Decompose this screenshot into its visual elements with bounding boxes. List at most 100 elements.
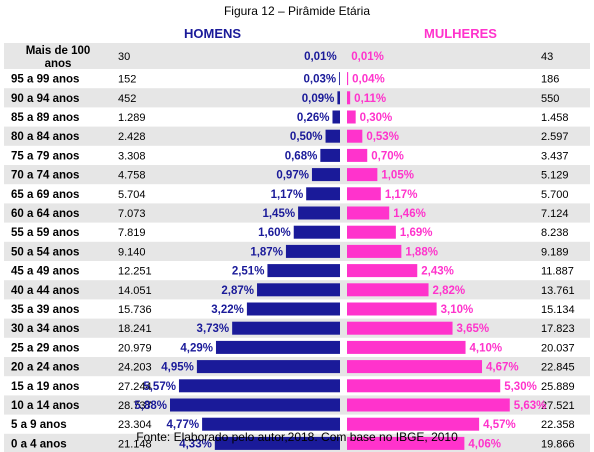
women-bar bbox=[347, 398, 510, 412]
women-bar bbox=[347, 129, 363, 143]
row-stripe bbox=[4, 88, 590, 108]
men-count: 12.251 bbox=[118, 266, 152, 278]
women-bar bbox=[347, 360, 483, 374]
age-group-label: 35 a 39 anos bbox=[11, 304, 79, 316]
women-percent-label: 1,05% bbox=[381, 170, 414, 182]
age-group-label: 40 a 44 anos bbox=[11, 285, 79, 297]
age-group-label: 0 a 4 anos bbox=[11, 438, 67, 450]
men-count: 14.051 bbox=[118, 285, 152, 297]
men-column-header: HOMENS bbox=[184, 26, 242, 41]
row-stripe bbox=[4, 165, 590, 185]
women-bar bbox=[347, 379, 501, 393]
men-count: 152 bbox=[118, 74, 136, 86]
men-count: 7.073 bbox=[118, 208, 146, 220]
source-note: Fonte: Elaborado pelo autor,2018. Com ba… bbox=[136, 430, 458, 444]
men-percent-label: 3,73% bbox=[197, 323, 230, 335]
men-percent-label: 1,17% bbox=[271, 189, 304, 201]
women-percent-label: 4,06% bbox=[468, 438, 501, 450]
men-count: 15.736 bbox=[118, 304, 152, 316]
women-bar bbox=[347, 110, 356, 124]
women-bar bbox=[347, 283, 429, 297]
women-bar bbox=[347, 264, 418, 278]
women-count: 43 bbox=[541, 51, 553, 63]
women-percent-label: 0,04% bbox=[352, 74, 385, 86]
men-count: 18.241 bbox=[118, 323, 152, 335]
women-count: 5.700 bbox=[541, 189, 569, 201]
women-bar bbox=[347, 148, 368, 162]
women-count: 20.037 bbox=[541, 342, 575, 354]
men-count: 7.819 bbox=[118, 227, 146, 239]
men-percent-label: 0,68% bbox=[285, 150, 318, 162]
women-percent-label: 5,63% bbox=[514, 400, 547, 412]
men-bar bbox=[257, 283, 340, 297]
women-count: 8.238 bbox=[541, 227, 569, 239]
age-group-label: 80 a 84 anos bbox=[11, 131, 79, 143]
women-count: 9.189 bbox=[541, 246, 569, 258]
women-percent-label: 5,30% bbox=[504, 381, 537, 393]
men-percent-label: 0,50% bbox=[290, 131, 323, 143]
men-count: 2.428 bbox=[118, 131, 146, 143]
women-count: 186 bbox=[541, 74, 559, 86]
men-percent-label: 1,60% bbox=[258, 227, 291, 239]
men-bar bbox=[214, 436, 340, 450]
men-percent-label: 4,77% bbox=[166, 419, 199, 431]
women-percent-label: 0,11% bbox=[354, 93, 386, 105]
men-bar bbox=[202, 417, 340, 431]
men-bar bbox=[320, 148, 340, 162]
row-stripe bbox=[4, 126, 590, 146]
men-percent-label: 3,22% bbox=[211, 304, 244, 316]
men-count: 28.737 bbox=[118, 400, 152, 412]
men-percent-label: 4,95% bbox=[161, 362, 194, 374]
men-count: 20.979 bbox=[118, 342, 152, 354]
men-percent-label: 0,97% bbox=[276, 170, 309, 182]
women-percent-label: 0,01% bbox=[351, 51, 384, 63]
row-stripe bbox=[4, 203, 590, 223]
women-count: 5.129 bbox=[541, 170, 569, 182]
age-group-label: 65 a 69 anos bbox=[11, 189, 79, 201]
men-bar bbox=[332, 110, 340, 124]
age-group-label: 5 a 9 anos bbox=[11, 419, 67, 431]
age-group-label: 95 a 99 anos bbox=[11, 74, 79, 86]
women-bar bbox=[347, 244, 402, 258]
women-count: 27.521 bbox=[541, 400, 575, 412]
women-percent-label: 2,82% bbox=[433, 285, 466, 297]
women-bar bbox=[347, 436, 465, 450]
men-bar bbox=[298, 206, 340, 220]
men-bar bbox=[337, 91, 340, 105]
men-count: 21.148 bbox=[118, 438, 152, 450]
men-bar bbox=[246, 302, 340, 316]
age-group-label: 20 a 24 anos bbox=[11, 362, 79, 374]
men-count: 1.289 bbox=[118, 112, 146, 124]
men-percent-label: 0,09% bbox=[302, 93, 335, 105]
women-count: 2.597 bbox=[541, 131, 569, 143]
men-percent-label: 0,26% bbox=[297, 112, 330, 124]
women-count: 1.458 bbox=[541, 112, 569, 124]
women-count: 11.887 bbox=[541, 266, 574, 278]
men-bar bbox=[325, 129, 340, 143]
women-bar bbox=[347, 340, 466, 354]
age-group-label: 90 a 94 anos bbox=[11, 93, 79, 105]
age-group-label: Mais de 100 anos bbox=[26, 45, 91, 70]
men-count: 3.308 bbox=[118, 150, 146, 162]
age-group-label: 50 a 54 anos bbox=[11, 246, 79, 258]
men-count: 24.203 bbox=[118, 362, 152, 374]
figure-title: Figura 12 – Pirâmide Etária bbox=[223, 4, 371, 18]
age-group-label: 45 a 49 anos bbox=[11, 266, 79, 278]
men-bar bbox=[311, 168, 340, 182]
men-count: 27.244 bbox=[118, 381, 152, 393]
women-bar bbox=[347, 72, 349, 86]
age-group-label: 15 a 19 anos bbox=[11, 381, 79, 393]
women-percent-label: 4,57% bbox=[483, 419, 516, 431]
men-count: 30 bbox=[118, 51, 130, 63]
men-percent-label: 4,29% bbox=[180, 342, 213, 354]
age-group-label: 25 a 29 anos bbox=[11, 342, 79, 354]
men-percent-label: 5,57% bbox=[143, 381, 176, 393]
men-percent-label: 2,87% bbox=[221, 285, 254, 297]
women-count: 25.889 bbox=[541, 381, 575, 393]
men-bar bbox=[293, 225, 340, 239]
women-percent-label: 0,53% bbox=[366, 131, 399, 143]
age-group-label: 30 a 34 anos bbox=[11, 323, 79, 335]
men-bar bbox=[267, 264, 340, 278]
men-bar bbox=[285, 244, 340, 258]
